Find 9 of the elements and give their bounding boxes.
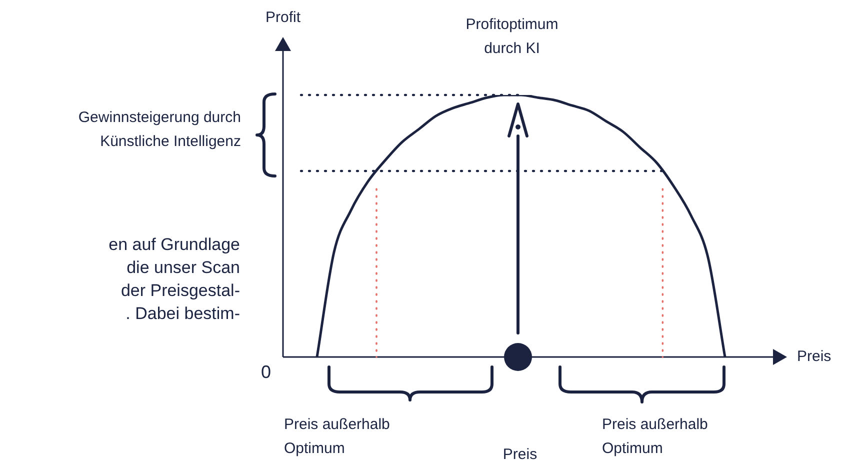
text: Preis außerhalb Optimum [284,415,390,459]
text: 0 [260,361,272,384]
text: en auf Grundlage die unser Scan der Preisgestal- . Dabei bestim- [108,234,240,325]
x-axis-title: Preis [797,348,832,366]
y-axis-title: Profit [265,9,302,26]
text: Gewinnsteigerung durch Künstliche Intelligenz [78,108,241,152]
text: Preis außerhalb Optimum [602,415,708,459]
text: Profitoptimum durch KI [466,15,558,59]
text: Preis [502,445,538,465]
